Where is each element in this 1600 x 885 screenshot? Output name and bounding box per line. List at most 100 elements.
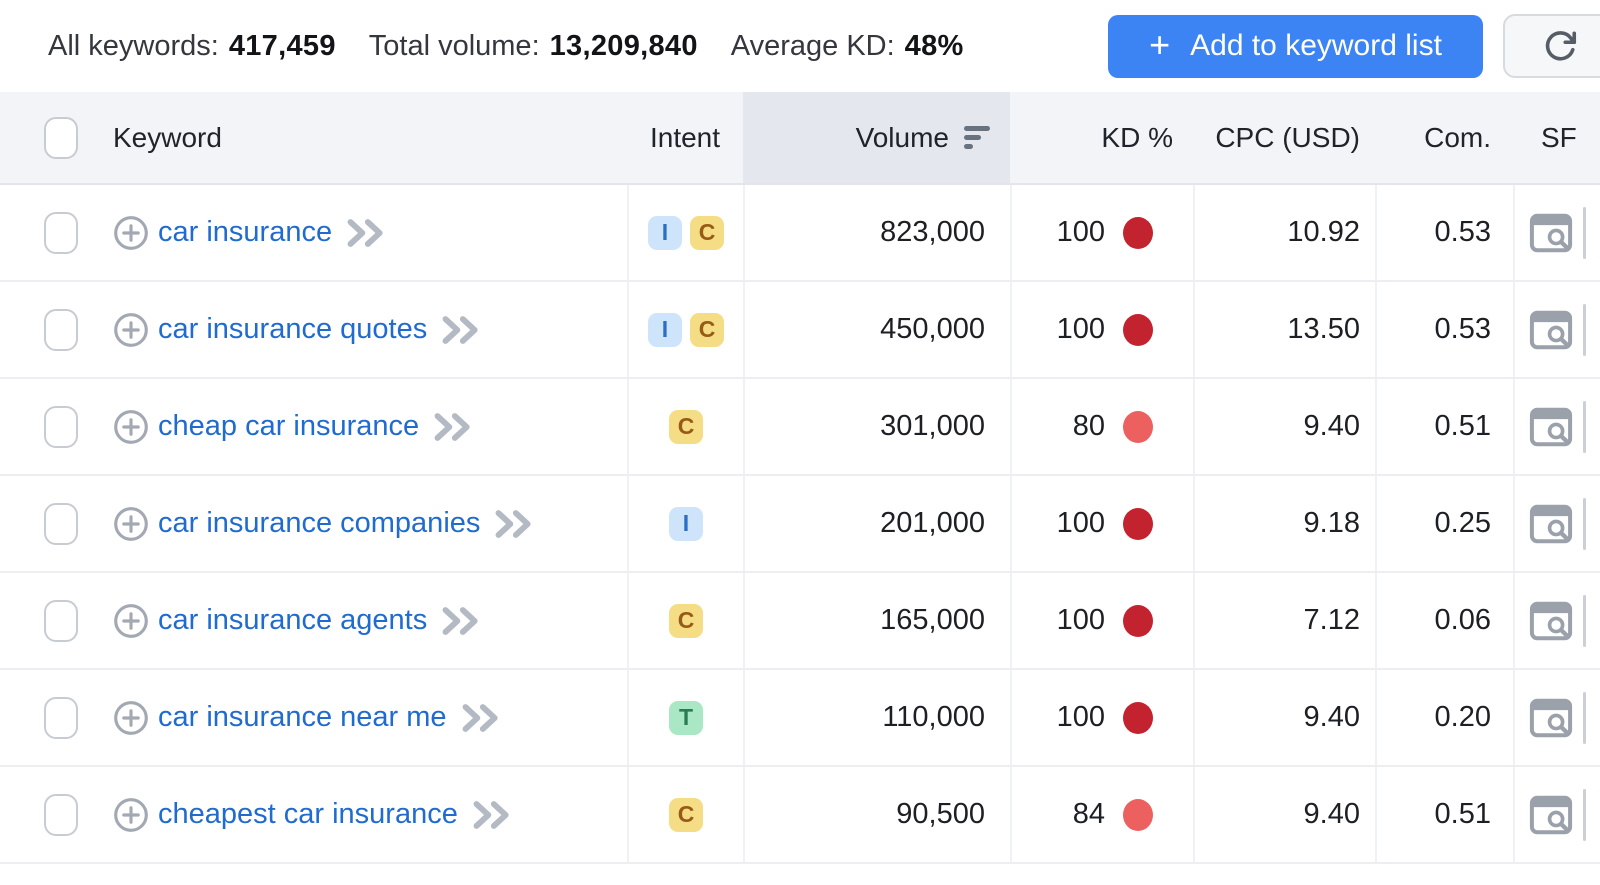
serp-features-preview-icon[interactable] <box>1529 213 1573 253</box>
column-resize-divider <box>1583 498 1586 550</box>
chevron-double-right-icon[interactable] <box>460 703 502 733</box>
keyword-link[interactable]: car insurance quotes <box>158 313 428 345</box>
refresh-icon <box>1542 27 1578 65</box>
column-resize-divider <box>1583 401 1586 453</box>
com-value: 0.53 <box>1434 313 1491 345</box>
kd-column-header[interactable]: KD % <box>1010 92 1193 183</box>
kd-dot <box>1123 701 1153 734</box>
intent-column-header[interactable]: Intent <box>627 92 743 183</box>
column-resize-divider <box>1583 595 1586 647</box>
kd-header-label: KD % <box>1101 121 1173 153</box>
keyword-link[interactable]: car insurance companies <box>158 507 481 539</box>
chevron-double-right-icon[interactable] <box>471 800 513 830</box>
volume-value: 201,000 <box>880 507 985 539</box>
cpc-column-header[interactable]: CPC (USD) <box>1193 92 1375 183</box>
com-value: 0.25 <box>1434 507 1491 539</box>
keyword-link[interactable]: cheapest car insurance <box>158 798 458 830</box>
kd-value: 100 <box>1056 604 1105 636</box>
intent-badges: I <box>627 476 743 571</box>
refresh-button[interactable] <box>1503 14 1600 78</box>
kd-dot <box>1123 798 1153 831</box>
keyword-link[interactable]: car insurance near me <box>158 701 447 733</box>
average-kd-label: Average KD: <box>730 29 895 62</box>
table-row: car insurance companies I 201,000 100 9.… <box>0 476 1600 573</box>
kd-dot <box>1123 410 1153 443</box>
column-resize-divider <box>1583 207 1586 259</box>
serp-features-preview-icon[interactable] <box>1529 795 1573 835</box>
serp-features-preview-icon[interactable] <box>1529 407 1573 447</box>
kd-value: 80 <box>1072 410 1105 442</box>
sf-column-header[interactable]: SF <box>1513 92 1600 183</box>
chevron-double-right-icon[interactable] <box>440 606 482 636</box>
intent-badge-C: C <box>690 312 724 347</box>
plus-icon: + <box>1149 23 1171 65</box>
table-row: cheapest car insurance C 90,500 84 9.40 … <box>0 767 1600 864</box>
total-volume-label: Total volume: <box>368 29 540 62</box>
keyword-link[interactable]: cheap car insurance <box>158 410 420 442</box>
sf-header-label: SF <box>1541 121 1577 153</box>
intent-badge-C: C <box>669 409 703 444</box>
serp-features-preview-icon[interactable] <box>1529 504 1573 544</box>
plus-circle-icon[interactable] <box>113 700 149 736</box>
volume-column-header[interactable]: Volume <box>743 92 1010 183</box>
kd-value: 84 <box>1072 798 1105 830</box>
cpc-value: 9.18 <box>1303 507 1360 539</box>
column-resize-divider <box>1583 304 1586 356</box>
chevron-double-right-icon[interactable] <box>493 509 535 539</box>
intent-badge-I: I <box>648 312 682 347</box>
row-checkbox[interactable] <box>44 502 78 545</box>
intent-badge-T: T <box>669 700 703 735</box>
serp-features-preview-icon[interactable] <box>1529 310 1573 350</box>
plus-circle-icon[interactable] <box>113 409 149 445</box>
kd-value: 100 <box>1056 507 1105 539</box>
row-checkbox[interactable] <box>44 308 78 351</box>
volume-value: 165,000 <box>880 604 985 636</box>
plus-circle-icon[interactable] <box>113 506 149 542</box>
add-to-keyword-list-button[interactable]: + Add to keyword list <box>1108 14 1483 78</box>
row-checkbox[interactable] <box>44 696 78 739</box>
plus-circle-icon[interactable] <box>113 797 149 833</box>
intent-badges: T <box>627 670 743 765</box>
kd-dot <box>1123 507 1153 540</box>
plus-circle-icon[interactable] <box>113 603 149 639</box>
chevron-double-right-icon[interactable] <box>432 412 474 442</box>
com-column-header[interactable]: Com. <box>1375 92 1513 183</box>
total-volume-value: 13,209,840 <box>549 29 698 62</box>
keyword-header-label: Keyword <box>113 121 222 153</box>
row-checkbox[interactable] <box>44 405 78 448</box>
plus-circle-icon[interactable] <box>113 312 149 348</box>
table-row: car insurance agents C 165,000 100 7.12 … <box>0 573 1600 670</box>
all-keywords-value: 417,459 <box>228 29 336 62</box>
serp-features-preview-icon[interactable] <box>1529 698 1573 738</box>
keyword-link[interactable]: car insurance agents <box>158 604 428 636</box>
serp-features-preview-icon[interactable] <box>1529 601 1573 641</box>
chevron-double-right-icon[interactable] <box>345 218 387 248</box>
chevron-double-right-icon[interactable] <box>440 315 482 345</box>
volume-value: 90,500 <box>896 798 985 830</box>
cpc-header-label: CPC (USD) <box>1215 121 1360 153</box>
com-value: 0.51 <box>1434 798 1491 830</box>
volume-value: 823,000 <box>880 216 985 248</box>
volume-header-label: Volume <box>855 121 949 153</box>
kd-dot <box>1123 216 1153 249</box>
plus-circle-icon[interactable] <box>113 215 149 251</box>
cpc-value: 13.50 <box>1287 313 1360 345</box>
row-checkbox[interactable] <box>44 599 78 642</box>
summary-toolbar: All keywords: 417,459 Total volume: 13,209… <box>0 0 1600 92</box>
cpc-value: 9.40 <box>1303 410 1360 442</box>
select-all-cell <box>0 92 95 183</box>
com-header-label: Com. <box>1424 121 1491 153</box>
cpc-value: 10.92 <box>1287 216 1360 248</box>
table-row: cheap car insurance C 301,000 80 9.40 0.… <box>0 379 1600 476</box>
keyword-column-header[interactable]: Keyword <box>95 92 627 183</box>
select-all-checkbox[interactable] <box>44 116 78 159</box>
intent-header-label: Intent <box>649 121 721 153</box>
row-checkbox[interactable] <box>44 793 78 836</box>
keyword-link[interactable]: car insurance <box>158 216 333 248</box>
row-checkbox[interactable] <box>44 211 78 254</box>
